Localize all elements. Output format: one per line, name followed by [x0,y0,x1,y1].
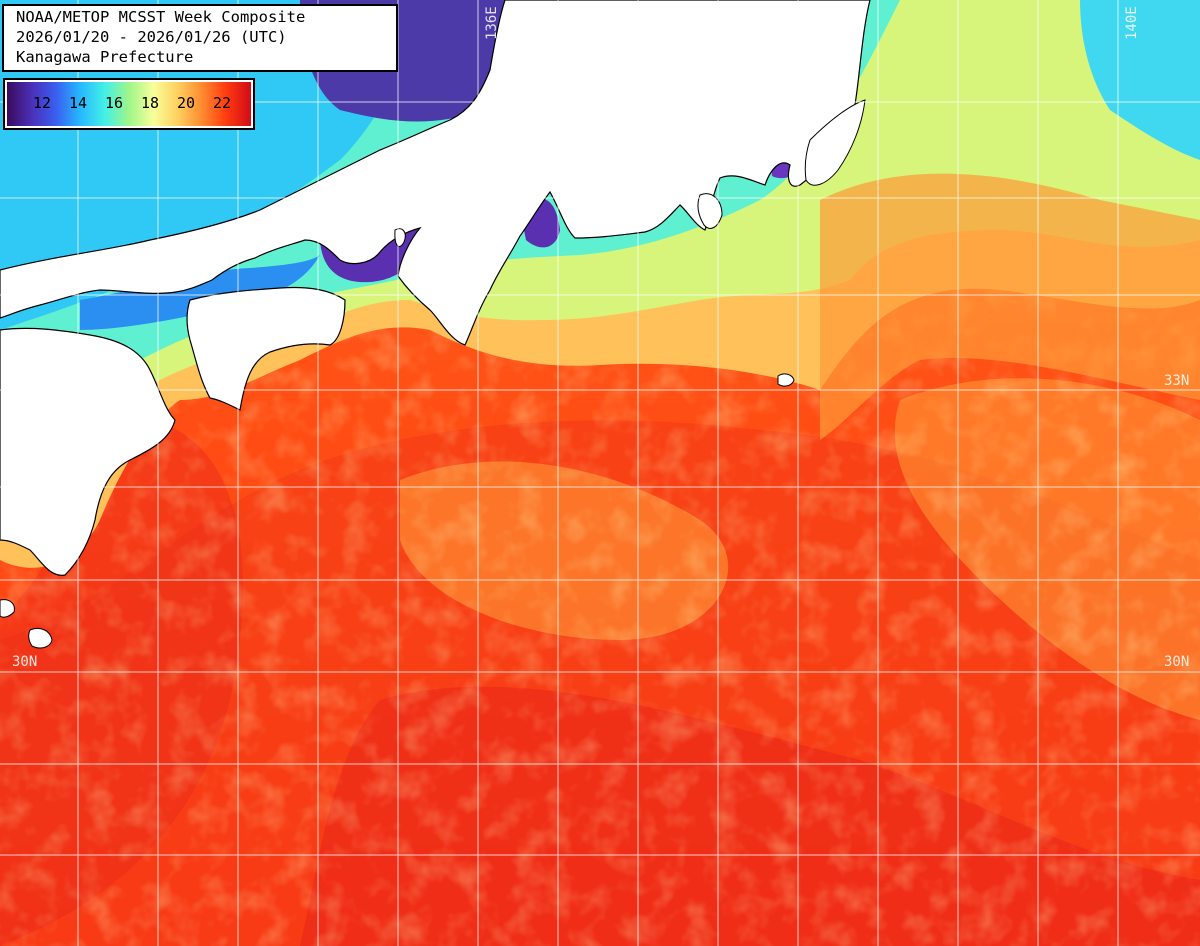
lon-label-140e: 140E [1124,6,1140,40]
map-title-box: NOAA/METOP MCSST Week Composite 2026/01/… [2,4,398,72]
legend-tick-labels: 12 14 16 18 20 22 [5,80,253,128]
cold-patch-northeast [1080,0,1200,160]
mild-zone-east [820,173,1200,440]
legend-tick: 20 [177,94,196,112]
lat-label-30-left: 30N [12,654,38,670]
land-yakushima [0,599,15,618]
title-line-dates: 2026/01/20 - 2026/01/26 (UTC) [16,28,287,46]
land-tanegashima [28,627,53,649]
lat-label-33-left: 33 [12,373,29,389]
legend-tick: 12 [33,94,52,112]
land-boso-peninsula [804,99,866,186]
temperature-legend: 12 14 16 18 20 22 [3,78,255,130]
land-izu-island [777,373,795,387]
legend-tick: 16 [105,94,124,112]
title-line-region: Kanagawa Prefecture [16,48,194,66]
land-shikoku [186,286,346,411]
title-line-product: NOAA/METOP MCSST Week Composite [16,8,306,26]
legend-tick: 18 [141,94,160,112]
land-honshu [0,0,871,346]
legend-color-bar [7,82,251,126]
lat-label-33-right: 33N [1164,373,1190,389]
legend-tick: 22 [213,94,232,112]
legend-tick: 14 [69,94,88,112]
lat-label-30-right: 30N [1164,654,1190,670]
lon-label-136e: 136E [484,6,500,40]
cold-inland-sea [80,255,320,330]
